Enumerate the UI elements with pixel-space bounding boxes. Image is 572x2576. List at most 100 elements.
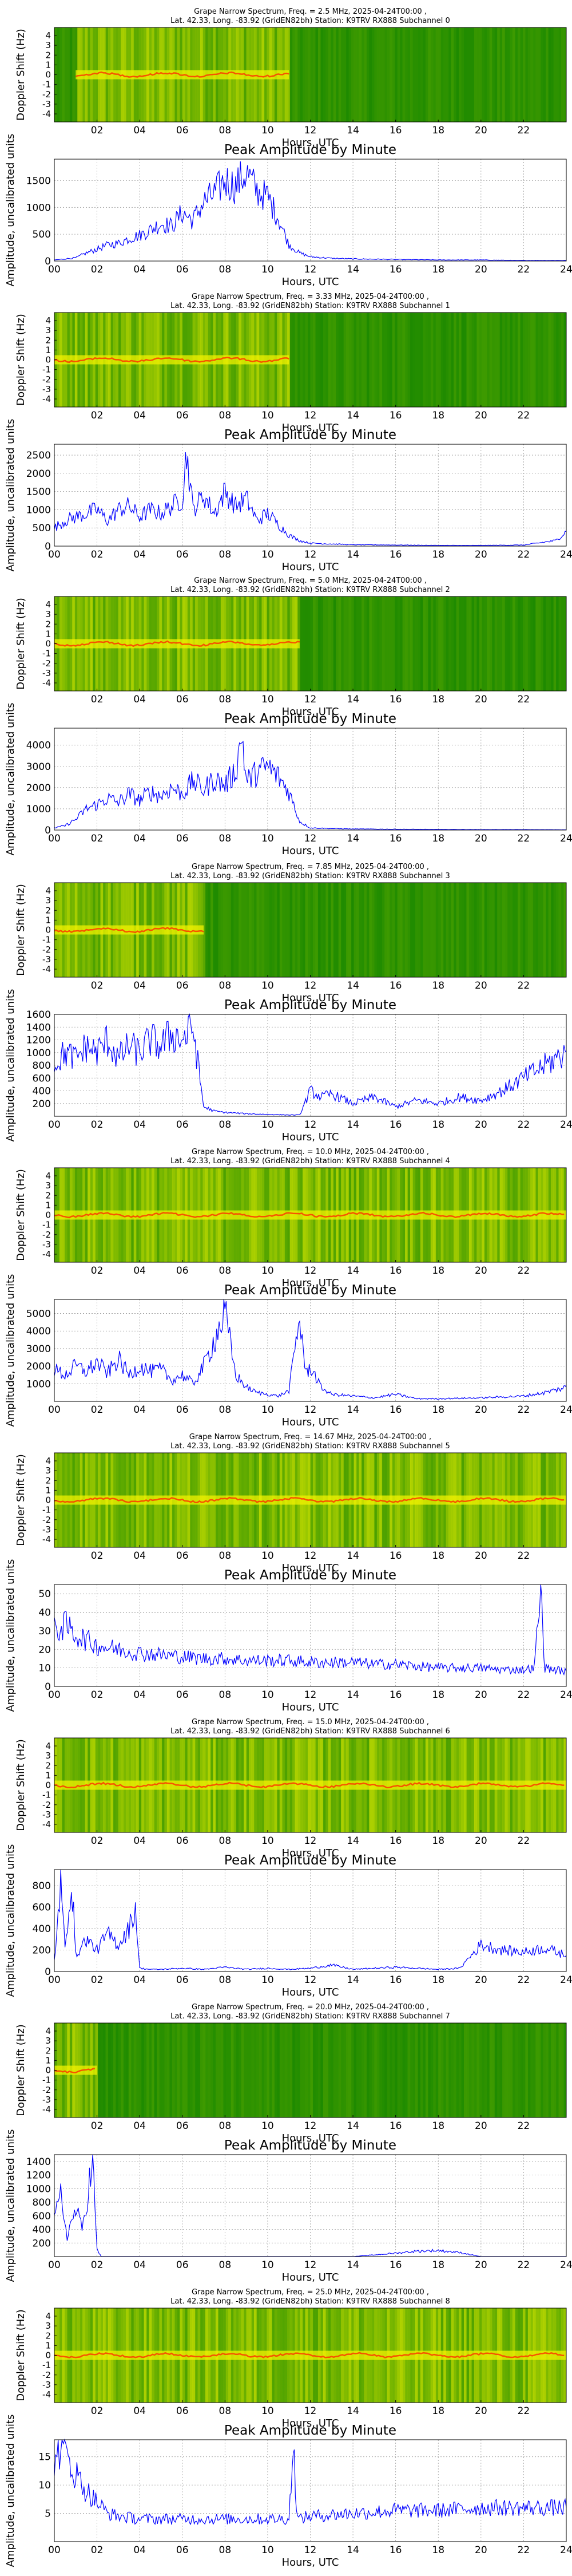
spectrogram-column: [152, 2023, 155, 2117]
spectrogram-column: [113, 2023, 116, 2117]
spectrogram-xtick: 14: [347, 980, 359, 991]
spectrogram-column: [308, 313, 311, 407]
spectrogram-column: [118, 2023, 121, 2117]
spectrogram-column: [551, 2023, 554, 2117]
spectrogram-column: [513, 883, 515, 977]
spectrogram-xtick: 10: [261, 410, 274, 421]
spectrogram-xlabel: Hours, UTC: [282, 1847, 339, 1859]
spectrogram-column: [517, 27, 521, 122]
spectrogram-xtick: 14: [347, 1265, 359, 1277]
spectrogram-column: [499, 883, 503, 977]
amplitude-xtick: 08: [219, 1404, 232, 1416]
amplitude-frame: [54, 1584, 567, 1687]
amplitude-panel: Peak Amplitude by Minute2004006008001000…: [5, 2129, 572, 2283]
spectrogram-ytick: 1: [45, 345, 51, 355]
spectrogram-column: [116, 2023, 119, 2117]
spectrogram-column: [387, 313, 390, 407]
amplitude-series-line: [54, 741, 566, 831]
spectrogram-column: [530, 27, 534, 122]
amplitude-xtick: 04: [133, 833, 146, 844]
spectrogram-column: [331, 2023, 334, 2117]
spectrogram-column: [267, 2023, 270, 2117]
spectrogram-ytick: -4: [42, 2104, 51, 2115]
spectrogram-column: [507, 596, 511, 691]
spectrogram-xtick: 06: [176, 1550, 189, 1562]
spectrogram-column: [471, 883, 475, 977]
spectrogram-column: [415, 883, 418, 977]
spectrogram-column: [502, 27, 506, 122]
spectrogram-column: [446, 883, 449, 977]
spectrogram-column: [246, 2023, 249, 2117]
amplitude-ylabel: Amplitude, uncalibrated units: [5, 1274, 17, 1427]
spectrogram-column: [305, 27, 308, 122]
spectrogram-column: [513, 596, 515, 691]
spectrogram-xtick: 16: [390, 694, 402, 705]
spectrogram-column: [254, 883, 257, 977]
spectrogram-column: [456, 2023, 459, 2117]
amplitude-ytick: 1000: [26, 804, 51, 815]
spectrogram-column: [161, 2023, 165, 2117]
spectrogram-column: [317, 313, 321, 407]
spectrogram-column: [494, 27, 498, 122]
spectrogram-xtick: 16: [390, 980, 402, 991]
spectrogram-column: [282, 883, 285, 977]
spectrogram-xtick: 10: [261, 1265, 274, 1277]
spectrogram-column: [356, 596, 360, 691]
spectrogram-column: [72, 27, 76, 122]
amplitude-ytick: 0: [45, 256, 51, 267]
spectrogram-ytick: 4: [45, 1456, 51, 1466]
spectrogram-panel: Grape Narrow Spectrum, Freq. = 10.0 MHz,…: [15, 1148, 567, 1289]
spectrogram-column: [320, 27, 324, 122]
spectrogram-column: [510, 313, 513, 407]
spectrogram-column: [233, 2023, 237, 2117]
spectrogram-column: [553, 2023, 557, 2117]
spectrogram-column: [336, 313, 339, 407]
amplitude-title: Peak Amplitude by Minute: [224, 2423, 396, 2438]
amplitude-xtick: 14: [347, 833, 359, 844]
amplitude-xtick: 10: [261, 1404, 274, 1416]
spectrogram-column: [435, 27, 439, 122]
spectrogram-column: [328, 27, 331, 122]
amplitude-xtick: 18: [432, 1974, 444, 1986]
spectrogram-column: [305, 2023, 308, 2117]
spectrogram-column: [371, 596, 375, 691]
spectrogram-column: [269, 883, 272, 977]
doppler-trace: [54, 927, 204, 934]
spectrogram-column: [292, 27, 296, 122]
amplitude-xtick: 22: [518, 1974, 530, 1986]
spectrogram-column: [284, 883, 288, 977]
spectrogram-column: [415, 596, 418, 691]
spectrogram-ytick: -2: [42, 2085, 51, 2095]
spectrogram-column: [320, 313, 324, 407]
spectrogram-column: [395, 2023, 398, 2117]
spectrogram-column: [323, 27, 326, 122]
spectrogram-column: [558, 2023, 562, 2117]
spectrogram-column: [461, 2023, 464, 2117]
spectrogram-column: [300, 313, 303, 407]
amplitude-xtick: 14: [347, 549, 359, 560]
spectrogram-column: [525, 27, 529, 122]
amplitude-xlabel: Hours, UTC: [282, 845, 339, 857]
spectrogram-column: [497, 596, 500, 691]
spectrogram-column: [479, 2023, 482, 2117]
spectrogram-xtick: 18: [432, 2405, 444, 2417]
amplitude-title: Peak Amplitude by Minute: [224, 143, 396, 157]
spectrogram-column: [121, 2023, 124, 2117]
spectrogram-ytick: 2: [45, 905, 51, 915]
amplitude-ylabel: Amplitude, uncalibrated units: [5, 1559, 17, 1712]
spectrogram-column: [451, 596, 454, 691]
spectrogram-ytick: -4: [42, 1249, 51, 1259]
spectrogram-xtick: 20: [475, 2120, 487, 2132]
spectrogram-column: [418, 596, 421, 691]
amplitude-xtick: 10: [261, 1689, 274, 1701]
spectrogram-title-line2: Lat. 42.33, Long. -83.92 (GridEN82bh) St…: [170, 302, 450, 310]
amplitude-ytick: 0: [45, 825, 51, 836]
spectrogram-xtick: 02: [91, 1835, 104, 1847]
spectrogram-column: [379, 313, 383, 407]
spectrogram-column: [520, 883, 523, 977]
spectrogram-xtick: 12: [304, 980, 317, 991]
amplitude-xtick: 06: [176, 1119, 189, 1131]
spectrogram-column: [346, 27, 349, 122]
spectrogram-panel: Grape Narrow Spectrum, Freq. = 7.85 MHz,…: [15, 863, 567, 1004]
spectrogram-column: [371, 883, 375, 977]
